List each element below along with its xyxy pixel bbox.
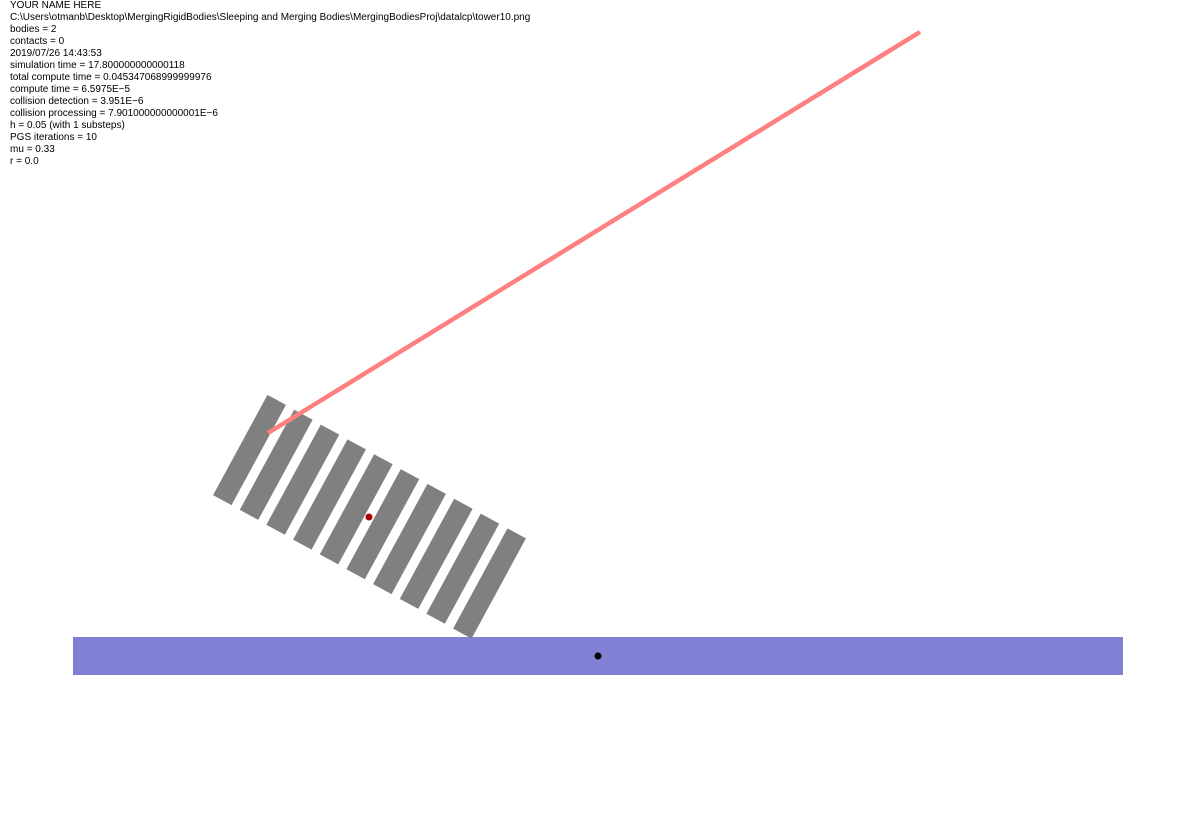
friction-text: mu = 0.33 xyxy=(10,144,55,155)
tower-block-4[interactable] xyxy=(293,439,366,550)
simulation-info-overlay: YOUR NAME HERE C:\Users\otmanb\Desktop\M… xyxy=(10,0,530,168)
step-size-text: h = 0.05 (with 1 substeps) xyxy=(10,120,125,131)
tower-block-10[interactable] xyxy=(453,528,526,639)
bodies-count-text: bodies = 2 xyxy=(10,24,57,35)
collision-processing-text: collision processing = 7.901000000000001… xyxy=(10,108,218,119)
tower-block-9[interactable] xyxy=(426,513,500,624)
ground-center-of-mass-dot xyxy=(594,652,602,660)
pgs-iterations-text: PGS iterations = 10 xyxy=(10,132,97,143)
merged-body-center-of-mass-dot xyxy=(365,513,373,521)
timestamp-text: 2019/07/26 14:43:53 xyxy=(10,48,102,59)
merged-block-tower-body[interactable] xyxy=(213,394,526,639)
collision-detection-text: collision detection = 3.951E−6 xyxy=(10,96,144,107)
restitution-text: r = 0.0 xyxy=(10,156,39,167)
tower-block-5[interactable] xyxy=(319,454,393,565)
simulation-time-text: simulation time = 17.800000000000118 xyxy=(10,60,185,71)
tower-block-6[interactable] xyxy=(346,469,420,580)
tower-block-7[interactable] xyxy=(373,483,446,595)
author-name-text: YOUR NAME HERE xyxy=(10,0,102,11)
mouse-spring-line xyxy=(266,30,922,435)
image-file-path-text: C:\Users\otmanb\Desktop\MergingRigidBodi… xyxy=(10,12,531,23)
total-compute-time-text: total compute time = 0.04534706899999997… xyxy=(10,72,212,83)
tower-block-8[interactable] xyxy=(399,498,473,609)
contacts-count-text: contacts = 0 xyxy=(10,36,65,47)
tower-block-2[interactable] xyxy=(239,409,313,520)
tower-block-3[interactable] xyxy=(266,424,340,535)
tower-block-1[interactable] xyxy=(213,394,286,506)
compute-time-text: compute time = 6.5975E−5 xyxy=(10,84,131,95)
